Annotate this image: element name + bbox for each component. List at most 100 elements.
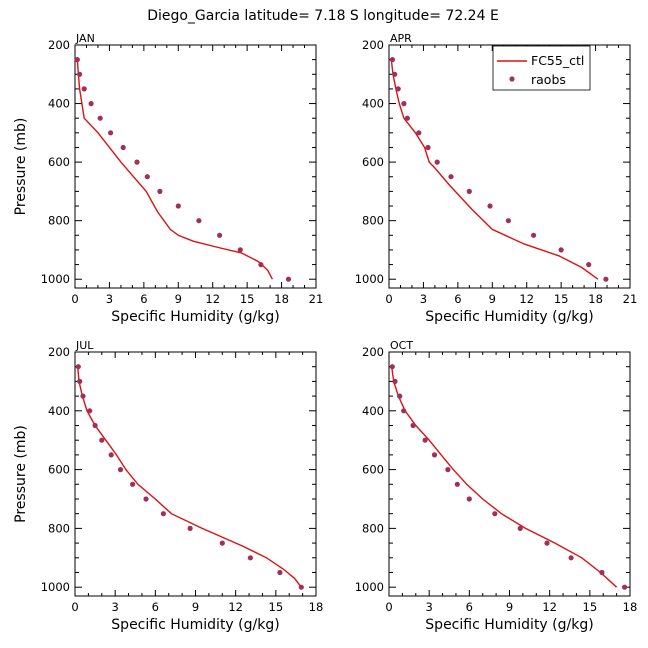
y-tick-label: 800 [48,521,70,535]
x-tick-label: 0 [385,600,392,614]
obs-point [157,188,163,194]
y-tick-label: 200 [48,38,70,52]
x-tick-label: 18 [623,600,638,614]
obs-point [492,511,498,517]
panel-title: OCT [390,339,413,352]
panel-jul: JUL 0 3 6 9 12 15 18 200 400 600 800 1000 Specific Hu… [13,339,323,633]
panel-title: APR [390,32,412,45]
x-axis-title: Specific Humidity (g/kg) [111,309,279,325]
plot-frame [74,351,317,597]
plot-frame [74,44,317,289]
obs-point [416,130,422,136]
y-tick-label: 400 [48,97,70,111]
y-tick-label: 200 [48,345,70,359]
y-tick-label: 1000 [355,272,384,286]
obs-point [395,86,401,92]
model-series-line [76,59,274,280]
obs-point [217,232,223,238]
obs-point [531,232,537,238]
x-tick-label: 12 [542,600,557,614]
x-tick-label: 18 [309,600,324,614]
y-tick-label: 400 [362,97,384,111]
obs-point [117,467,124,473]
x-tick-label: 12 [205,292,220,306]
obs-point [517,525,523,532]
obs-point [97,115,103,121]
obs-point [285,276,292,282]
obs-point [392,378,398,384]
y-tick-label: 800 [362,214,384,228]
obs-point [401,408,407,414]
obs-point [401,101,407,107]
x-tick-label: 9 [489,292,496,306]
x-tick-label: 12 [519,292,534,306]
obs-point [404,115,410,121]
x-tick-label: 3 [420,292,427,306]
obs-point [108,452,114,458]
obs-point [247,555,253,561]
obs-point [544,540,550,546]
y-tick-label: 400 [48,404,70,418]
y-axis-title: Pressure (mb) [13,118,29,216]
x-tick-label: 3 [426,600,433,614]
obs-point [586,262,592,268]
obs-point [392,71,398,77]
legend-box [492,45,591,91]
obs-point [448,174,454,180]
y-tick-label: 200 [362,345,384,359]
panel-title: JAN [75,32,95,45]
obs-point [277,569,283,576]
panel-oct: OCT 0 3 6 9 12 15 18 200 400 600 800 1000 Specific Hu… [355,339,638,633]
y-tick-label: 600 [362,463,384,477]
obs-point [622,584,628,590]
x-tick-label: 15 [583,600,598,614]
y-tick-label: 600 [48,155,70,169]
x-tick-label: 18 [274,292,289,306]
y-tick-label: 600 [362,155,384,169]
obs-point [120,144,126,151]
plot-frame [388,351,631,597]
y-tick-label: 400 [362,404,384,418]
y-tick-label: 1000 [355,580,384,594]
y-tick-label: 800 [362,521,384,535]
x-tick-label: 0 [71,292,78,306]
x-tick-label: 9 [192,600,199,614]
x-tick-label: 15 [269,600,284,614]
y-tick-label: 1000 [41,272,70,286]
obs-point [397,393,403,399]
obs-point [99,437,105,443]
obs-point [454,481,460,487]
x-tick-label: 15 [240,292,255,306]
obs-point [92,422,98,429]
x-tick-label: 6 [152,600,159,614]
obs-point [74,57,80,63]
x-axis-title: Specific Humidity (g/kg) [425,617,593,633]
y-tick-label: 600 [48,463,70,477]
obs-point [160,511,166,517]
x-tick-label: 12 [228,600,243,614]
x-tick-label: 6 [466,600,473,614]
x-tick-label: 6 [454,292,461,306]
obs-point [130,481,136,487]
x-tick-label: 0 [71,600,78,614]
obs-point [298,584,304,590]
obs-point [258,262,264,268]
obs-point [422,437,428,443]
x-tick-label: 15 [554,292,569,306]
obs-point [187,525,193,532]
y-tick-label: 1000 [41,580,70,594]
x-tick-label: 0 [385,292,392,306]
obs-point [603,276,609,282]
x-axis-title: Specific Humidity (g/kg) [425,309,593,325]
obs-point [75,364,81,370]
x-tick-label: 21 [623,292,638,306]
obs-point [599,569,605,576]
y-tick-label: 800 [48,214,70,228]
plot-frame [388,44,631,289]
obs-point [237,247,243,253]
x-axis-title: Specific Humidity (g/kg) [111,617,279,633]
obs-point [77,71,83,77]
obs-point [81,86,87,92]
